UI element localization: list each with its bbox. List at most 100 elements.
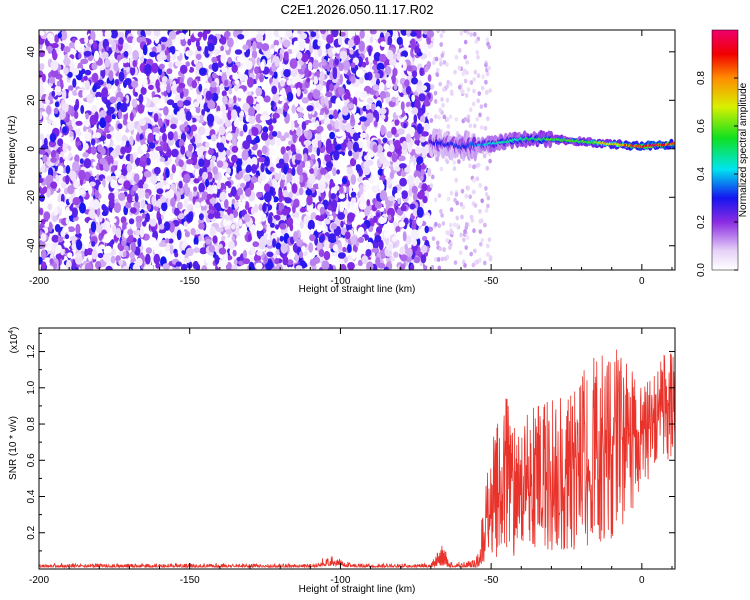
spectrogram-noise-cell <box>228 97 234 105</box>
spectrogram-noise-cell <box>236 55 245 63</box>
spectrogram-noise-cell <box>236 30 243 35</box>
spectrogram-noise-cell <box>296 51 303 60</box>
spectrogram-fade-cell <box>445 84 449 90</box>
spectrogram-noise-cell <box>366 261 374 270</box>
spectrogram-noise-cell <box>365 189 374 196</box>
spectrogram-noise-cell <box>371 247 380 253</box>
spectrogram-fade-cell <box>460 214 464 220</box>
spectrogram-noise-cell <box>301 121 307 131</box>
spectrogram-noise-cell <box>231 186 237 197</box>
spectrogram-noise-cell <box>115 227 122 238</box>
spectrogram-fade-cell <box>462 237 466 243</box>
spectrogram-noise-cell <box>403 122 407 129</box>
spectrogram-fade-cell <box>463 263 467 268</box>
spectrogram-fade-cell <box>480 125 484 130</box>
spectrogram-noise-cell <box>315 31 320 41</box>
spectrogram-noise-cell <box>208 244 216 253</box>
spectrogram-noise-cell <box>423 215 430 222</box>
spectrogram-noise-cell <box>47 34 55 42</box>
spectrogram-noise-cell <box>391 74 396 85</box>
spectrogram-noise-cell <box>184 126 190 132</box>
spectrogram-noise-cell <box>421 235 428 242</box>
spectrogram-noise-cell <box>126 193 133 203</box>
spectrogram-fade-cell <box>483 125 488 131</box>
spectrogram-noise-cell <box>43 211 51 221</box>
spectrogram-noise-cell <box>335 47 341 54</box>
spectrogram-noise-cell <box>149 72 156 82</box>
spectrogram-noise-cell <box>373 215 378 223</box>
spectrogram-noise-cell <box>347 39 356 48</box>
spectrogram-noise-cell <box>415 162 422 173</box>
spectrogram-noise-cell <box>413 170 422 179</box>
spectrogram-noise-cell <box>251 127 259 137</box>
spectrogram-fade-cell <box>429 118 434 123</box>
spectrogram-noise-cell <box>293 40 300 50</box>
spectrogram-noise-cell <box>326 34 334 44</box>
spectrogram-fade-cell <box>440 256 445 262</box>
spectrogram-noise-cell <box>198 235 203 242</box>
spectrogram-noise-cell <box>117 54 121 62</box>
spectrogram-noise-cell <box>212 235 218 244</box>
spectrogram-noise-cell <box>296 126 302 138</box>
spectrogram-noise-cell <box>243 174 251 182</box>
spectrogram-noise-cell <box>391 152 398 163</box>
spectrogram-noise-cell <box>410 229 419 240</box>
spectrogram-fade-cell <box>474 39 479 44</box>
spectrogram-fade-cell <box>472 178 476 184</box>
spectrogram-fade-cell <box>460 188 465 194</box>
spectrogram-noise-cell <box>269 148 276 156</box>
spectrogram-noise-cell <box>298 251 304 259</box>
spectrogram-fade-cell <box>468 194 473 200</box>
spectrogram-noise-cell <box>419 67 424 76</box>
spectrogram-noise-cell <box>104 245 112 253</box>
spectrogram-noise-cell <box>349 49 354 55</box>
spectrogram-noise-cell <box>305 188 313 196</box>
spectrogram-noise-cell <box>291 183 298 194</box>
spectrogram-noise-cell <box>67 71 73 78</box>
spectrogram-noise-cell <box>207 100 216 110</box>
spectrogram-fade-cell <box>478 112 482 118</box>
spectrogram-noise-cell <box>357 141 364 149</box>
spectrogram-noise-cell <box>273 71 278 79</box>
spectrogram-noise-cell <box>213 211 221 219</box>
spectrogram-noise-cell <box>127 228 134 236</box>
spectrogram-noise-cell <box>379 90 387 99</box>
spectrogram-noise-cell <box>301 245 306 253</box>
spectrogram-fade-cell <box>459 30 464 36</box>
spectrogram-noise-cell <box>320 132 325 143</box>
spectrogram-noise-cell <box>220 36 227 45</box>
spectrogram-noise-cell <box>308 174 316 185</box>
spectrogram-fade-cell <box>476 54 480 60</box>
spectrogram-noise-cell <box>207 213 215 220</box>
spectrogram-noise-cell <box>233 119 239 128</box>
spectrogram-noise-cell <box>364 204 372 211</box>
spectrogram-noise-cell <box>63 241 71 248</box>
spectrogram-noise-cell <box>359 30 365 39</box>
spectrogram-fade-cell <box>448 114 453 120</box>
spectrogram-noise-cell <box>222 95 228 105</box>
spectrogram-noise-cell <box>295 75 301 82</box>
spectrogram-noise-cell <box>138 118 147 126</box>
spectrogram-noise-cell <box>383 143 390 151</box>
spectrogram-noise-cell <box>192 260 199 270</box>
spectrogram-noise-cell <box>339 263 347 270</box>
spectrogram-fade-cell <box>464 193 469 199</box>
spectrogram-noise-cell <box>275 138 281 147</box>
spectrogram-noise-cell <box>114 79 120 86</box>
spectrogram-noise-cell <box>307 122 313 130</box>
spectrogram-noise-cell <box>120 168 128 177</box>
spectrogram-noise-cell <box>355 265 361 270</box>
spectrogram-noise-cell <box>141 213 146 219</box>
spectrogram-noise-cell <box>60 151 64 157</box>
spectrogram-noise-cell <box>375 256 381 267</box>
spectrogram-noise-cell <box>220 53 226 64</box>
spectrogram-fade-cell <box>480 198 485 204</box>
spectrogram-fade-cell <box>483 222 487 228</box>
spectrogram-noise-cell <box>49 258 54 265</box>
spectrogram-noise-cell <box>238 115 244 122</box>
spectrogram-noise-cell <box>78 169 86 181</box>
spectrogram-fade-cell <box>466 30 470 35</box>
spectrogram-noise-cell <box>327 109 335 117</box>
spectrogram-noise-cell <box>56 80 61 87</box>
spectrogram-noise-cell <box>219 83 225 91</box>
